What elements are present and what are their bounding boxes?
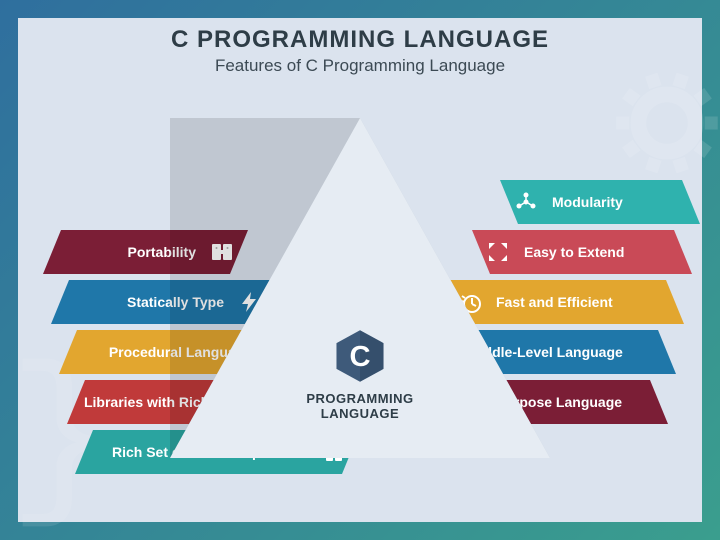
bar-label: Modularity bbox=[552, 194, 623, 210]
page-subtitle: Features of C Programming Language bbox=[18, 56, 702, 76]
triangle-label: PROGRAMMING LANGUAGE bbox=[290, 392, 430, 422]
features-diagram: C PROGRAMMING LANGUAGE PortabilityStatic… bbox=[18, 118, 702, 512]
gear-decoration-icon bbox=[602, 58, 720, 193]
page-title: C PROGRAMMING LANGUAGE bbox=[18, 18, 702, 54]
triangle-content: C PROGRAMMING LANGUAGE bbox=[290, 328, 430, 422]
svg-text:C: C bbox=[349, 341, 370, 373]
inner-panel: C PROGRAMMING LANGUAGE Features of C Pro… bbox=[18, 18, 702, 522]
c-logo: C bbox=[332, 328, 388, 384]
outer-frame: C PROGRAMMING LANGUAGE Features of C Pro… bbox=[0, 0, 720, 540]
